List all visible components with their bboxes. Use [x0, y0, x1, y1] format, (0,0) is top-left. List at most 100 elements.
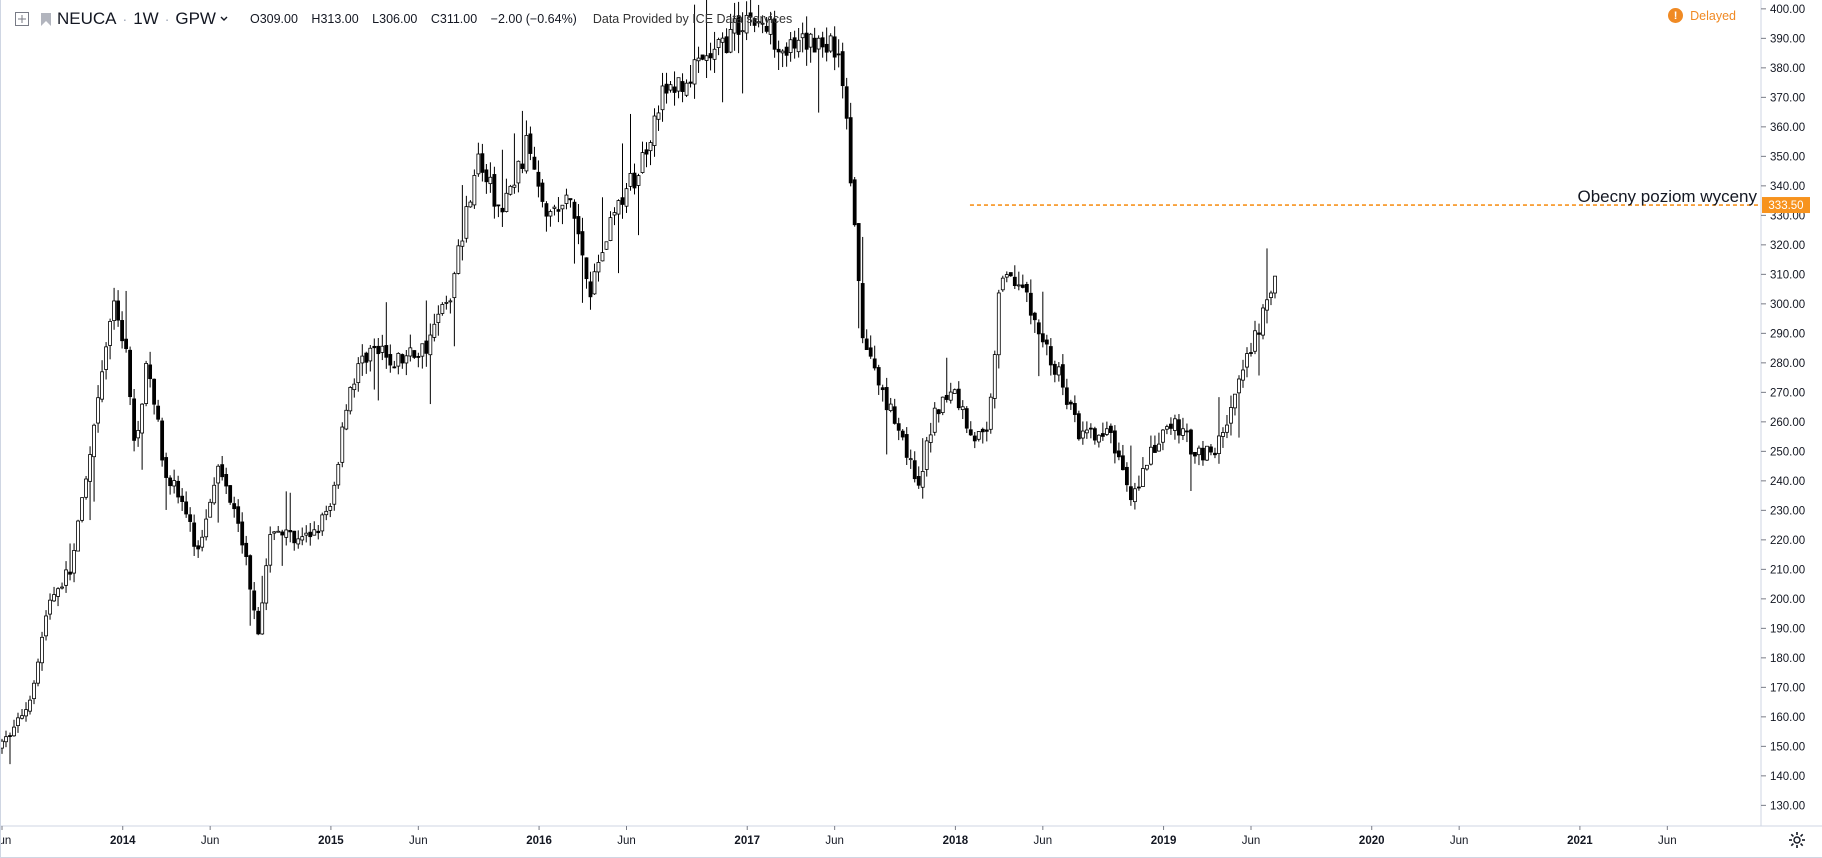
candle-body-down [792, 37, 797, 49]
candle-body-up [760, 22, 765, 25]
candle [532, 146, 537, 170]
candle [1221, 427, 1225, 448]
candle-body-down [1169, 423, 1173, 429]
candle [1024, 281, 1029, 303]
candle [776, 40, 781, 71]
candle [724, 28, 729, 54]
time-tick-label: 2018 [943, 835, 969, 847]
candle-body-up [448, 300, 453, 303]
candle [140, 403, 145, 470]
candle-body-down [892, 406, 897, 424]
candle [300, 527, 305, 546]
candle-body-down [1020, 284, 1025, 288]
candle-body-down [1193, 451, 1197, 457]
time-tick-label: 2015 [318, 835, 344, 847]
candle-body-up [72, 550, 76, 574]
time-tick-label: Jun [1242, 835, 1261, 847]
candle [24, 702, 28, 722]
candle [416, 352, 421, 368]
candle-body-up [816, 37, 821, 50]
settings-gear-button[interactable] [1786, 831, 1808, 853]
separator-dot: · [122, 11, 128, 27]
price-tick-label: 200.00 [1770, 594, 1805, 606]
candle [1205, 445, 1209, 461]
candle [880, 384, 885, 402]
candle [200, 529, 205, 552]
candle [176, 475, 181, 504]
delayed-status[interactable]: ! Delayed [1668, 8, 1736, 23]
candle-body-down [292, 530, 297, 544]
candle-body-up [976, 431, 981, 440]
candle-body-down [148, 364, 153, 380]
candle-body-down [236, 506, 241, 524]
candle-body-down [880, 387, 885, 391]
candle [856, 223, 861, 329]
candle-body-down [244, 542, 249, 557]
candle [1269, 290, 1273, 306]
candle-body-down [252, 590, 257, 611]
candle-body-down [1128, 486, 1133, 501]
level-line-label: Obecny poziom wyceny [1577, 187, 1757, 206]
candle-body-up [428, 334, 433, 356]
candle [348, 386, 353, 415]
candle [832, 26, 837, 71]
candle [864, 329, 869, 350]
candle-body-up [548, 211, 553, 217]
candle-body-up [56, 588, 60, 597]
candle [204, 509, 209, 541]
candle-body-up [1261, 307, 1265, 336]
high-value: 313.00 [320, 12, 359, 26]
candle [1, 738, 4, 754]
candle-body-up [204, 518, 209, 538]
candle [1040, 291, 1045, 348]
candle-body-up [300, 536, 305, 541]
candle [1145, 464, 1149, 471]
compare-add-icon[interactable] [15, 12, 29, 26]
candle [904, 427, 909, 466]
candle [1060, 354, 1065, 396]
candle [892, 398, 897, 425]
candle [564, 188, 569, 210]
candle-body-up [352, 383, 357, 391]
candles-layer [1, 0, 1277, 765]
candle [940, 396, 945, 416]
candle [1000, 275, 1005, 292]
candle [1229, 395, 1233, 436]
candle-body-down [1185, 430, 1189, 433]
candle [232, 496, 237, 518]
candle-body-down [672, 86, 677, 93]
candle [1068, 399, 1073, 410]
candle [88, 446, 92, 521]
candle-body-down [876, 367, 881, 386]
candle [624, 183, 629, 213]
candle-body-down [1108, 425, 1113, 433]
candle-body-up [108, 321, 112, 346]
symbol-name[interactable]: NEUCA [57, 9, 117, 28]
exchange-label[interactable]: GPW [175, 9, 216, 28]
candle-body-down [1072, 403, 1077, 415]
candle [972, 432, 977, 449]
candle-body-down [708, 53, 713, 59]
candle-body-up [104, 346, 108, 370]
interval-label[interactable]: 1W [133, 9, 159, 28]
candle [996, 289, 1001, 369]
candle [404, 349, 409, 376]
candle-body-up [208, 501, 213, 518]
candle [408, 334, 413, 362]
price-tick-label: 240.00 [1770, 476, 1805, 488]
candle [380, 334, 385, 361]
candle [824, 27, 829, 62]
candle [632, 163, 637, 195]
candle-body-down [872, 358, 877, 369]
candle-body-up [360, 355, 365, 364]
candle-body-up [640, 152, 645, 173]
candle-body-down [248, 555, 253, 590]
candle [312, 521, 317, 536]
price-tick-label: 390.00 [1770, 33, 1805, 45]
candle [616, 199, 621, 274]
candle [1225, 415, 1229, 439]
chevron-down-icon[interactable] [220, 16, 228, 22]
candle-body-down [620, 197, 625, 205]
